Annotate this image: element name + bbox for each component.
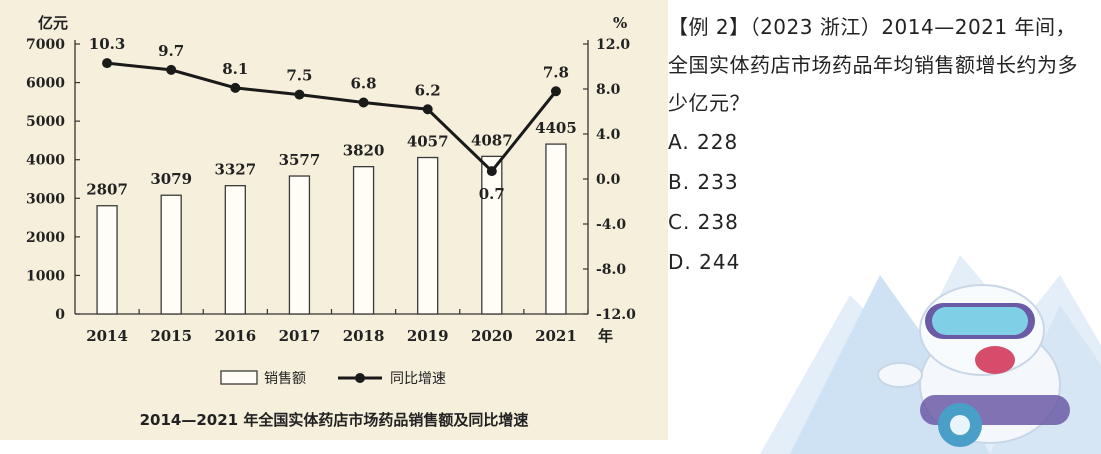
growth-value-label: 10.3 (89, 35, 126, 53)
category-label: 2015 (150, 327, 192, 345)
growth-point-2019 (422, 104, 433, 115)
question-text: 【例 2】（2023 浙江）2014—2021 年间，全国实体药店市场药品年均销… (668, 15, 1078, 115)
bar-sales-2021 (545, 143, 567, 315)
bar-value-label: 3079 (150, 170, 192, 188)
bar-sales-2017 (288, 175, 311, 315)
combo-chart: 0 1000 2000 3000 4000 5000 6000 7000 -12.0 -8.0 -4… (26, 14, 636, 429)
category-label: 2016 (214, 327, 256, 345)
growth-value-label: 9.7 (158, 42, 184, 60)
left-tick-label: 5000 (26, 114, 65, 130)
category-label: 2017 (279, 327, 321, 345)
option-b[interactable]: B. 233 (668, 170, 739, 194)
growth-point-2017 (294, 89, 305, 100)
legend-line-label: 同比增速 (390, 371, 446, 387)
growth-value-label: 6.2 (415, 81, 441, 99)
growth-line (102, 58, 561, 177)
left-tick-label: 0 (55, 307, 65, 323)
category-label: 2021 (535, 327, 577, 345)
growth-point-2018 (358, 97, 369, 108)
growth-value-label: 7.5 (286, 67, 312, 85)
left-axis-unit: 亿元 (38, 14, 68, 32)
x-axis-unit: 年 (598, 327, 613, 345)
chart-title: 2014—2021 年全国实体药店市场药品销售额及同比增速 (140, 411, 529, 429)
growth-value-label: 7.8 (543, 63, 569, 81)
growth-value-label: 6.8 (351, 75, 377, 93)
option-c[interactable]: C. 238 (668, 210, 739, 234)
growth-value-label: 8.1 (222, 60, 248, 78)
growth-series-line (106, 61, 558, 174)
right-tick-label: 12.0 (596, 37, 630, 53)
legend: 销售额 同比增速 (220, 370, 446, 387)
right-tick-label: -4.0 (596, 217, 626, 233)
legend-bar-label: 销售额 (264, 371, 306, 387)
left-tick-label: 3000 (26, 191, 65, 207)
bar-value-label: 4087 (471, 131, 513, 149)
growth-point-2016 (230, 82, 241, 93)
bar-sales-2015 (160, 194, 182, 315)
growth-point-2015 (166, 64, 177, 75)
left-tick-label: 4000 (26, 153, 65, 169)
legend-line-marker (355, 373, 365, 383)
snow-mascot-illustration (760, 255, 1101, 454)
bar-value-label: 3577 (279, 151, 321, 169)
right-tick-label: 0.0 (596, 172, 621, 188)
bar-sales-2019 (417, 156, 439, 315)
left-tick-label: 6000 (26, 76, 65, 92)
mascot-body (877, 284, 1070, 447)
growth-point-2014 (102, 58, 113, 69)
left-tick-label: 2000 (26, 230, 65, 246)
axes: 0 1000 2000 3000 4000 5000 6000 7000 -12.0 -8.0 -4… (26, 14, 636, 345)
right-tick-label: -12.0 (596, 307, 636, 323)
bar-value-label: 2807 (86, 181, 128, 199)
bar-sales-2014 (96, 205, 118, 315)
growth-value-label: 0.7 (479, 185, 505, 203)
growth-point-2020 (486, 166, 497, 177)
left-tick-label: 7000 (26, 37, 65, 53)
category-label: 2020 (471, 327, 513, 345)
growth-point-2021 (550, 86, 561, 97)
question-panel: 【例 2】（2023 浙江）2014—2021 年间，全国实体药店市场药品年均销… (668, 8, 1096, 282)
right-tick-label: 4.0 (596, 127, 621, 143)
right-axis-unit: % (613, 14, 627, 32)
bars (96, 143, 567, 315)
category-label: 2014 (86, 327, 128, 345)
labels: 2807 3079 3327 3577 3820 4057 4087 4405 10.3 9.7 8… (86, 35, 577, 203)
bar-sales-2018 (352, 166, 375, 315)
legend-bar-swatch (220, 370, 258, 385)
category-label: 2018 (343, 327, 385, 345)
option-d[interactable]: D. 244 (668, 250, 741, 274)
category-label: 2019 (407, 327, 449, 345)
bar-value-label: 4405 (535, 119, 577, 137)
right-tick-label: 8.0 (596, 82, 621, 98)
left-tick-label: 1000 (26, 268, 65, 284)
chart-panel: 0 1000 2000 3000 4000 5000 6000 7000 -12.0 -8.0 -4… (0, 0, 668, 440)
bar-sales-2020 (481, 155, 503, 315)
bar-value-label: 3327 (214, 161, 256, 179)
right-tick-label: -8.0 (596, 262, 626, 278)
option-a[interactable]: A. 228 (668, 130, 739, 154)
bar-value-label: 4057 (407, 133, 449, 151)
bar-value-label: 3820 (343, 142, 385, 160)
bar-sales-2016 (224, 185, 246, 315)
